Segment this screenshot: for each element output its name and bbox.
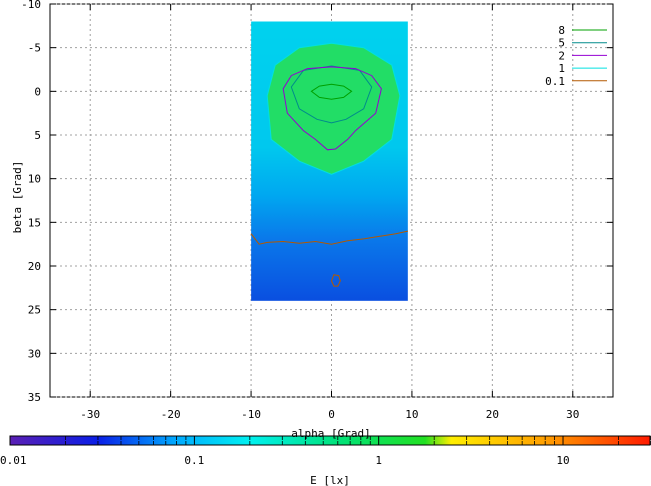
colorbar-label: E [lx] [310, 474, 350, 486]
contour-lines [250, 42, 409, 287]
colorbar-tick-label: 0.01 [0, 454, 27, 467]
illuminance-field [251, 21, 408, 301]
x-tick-label: 10 [405, 408, 418, 421]
field-band-1 [267, 43, 400, 175]
y-tick-label: 35 [28, 391, 41, 404]
contour-line-8 [310, 83, 353, 100]
colorbar-tick-label: 1 [375, 454, 382, 467]
y-tick-label: 5 [34, 129, 41, 142]
legend-label: 1 [558, 62, 565, 75]
x-tick-label: -10 [241, 408, 261, 421]
contour-line-1 [266, 42, 401, 175]
y-tick-label: 25 [28, 304, 41, 317]
contour-line-0_1 [330, 274, 341, 287]
colorbar-tick-label: 0.1 [184, 454, 204, 467]
x-tick-label: 30 [566, 408, 579, 421]
x-tick-label: 0 [328, 408, 335, 421]
colorbar-tick-label: 10 [556, 454, 569, 467]
contour-line-2 [282, 66, 382, 151]
legend-label: 0.1 [545, 75, 565, 88]
legend-label: 2 [558, 49, 565, 62]
contour-line-0_1 [250, 230, 409, 245]
legend-label: 8 [558, 24, 565, 37]
y-axis-label: beta [Grad] [11, 161, 24, 234]
y-tick-label: 20 [28, 260, 41, 273]
x-tick-label: 20 [486, 408, 499, 421]
y-tick-label: 0 [34, 85, 41, 98]
y-tick-label: -10 [21, 0, 41, 11]
y-tick-label: 10 [28, 173, 41, 186]
y-tick-label: -5 [28, 42, 41, 55]
y-tick-label: 15 [28, 216, 41, 229]
colorbar: 0.01 0.1 1 10 [0, 435, 651, 467]
y-tick-label: 30 [28, 347, 41, 360]
legend-label: 5 [558, 37, 565, 50]
x-tick-label: -20 [161, 408, 181, 421]
x-axis-label: alpha [Grad] [291, 427, 370, 440]
field-clipped-layer [251, 21, 408, 301]
x-tick-label: -30 [80, 408, 100, 421]
